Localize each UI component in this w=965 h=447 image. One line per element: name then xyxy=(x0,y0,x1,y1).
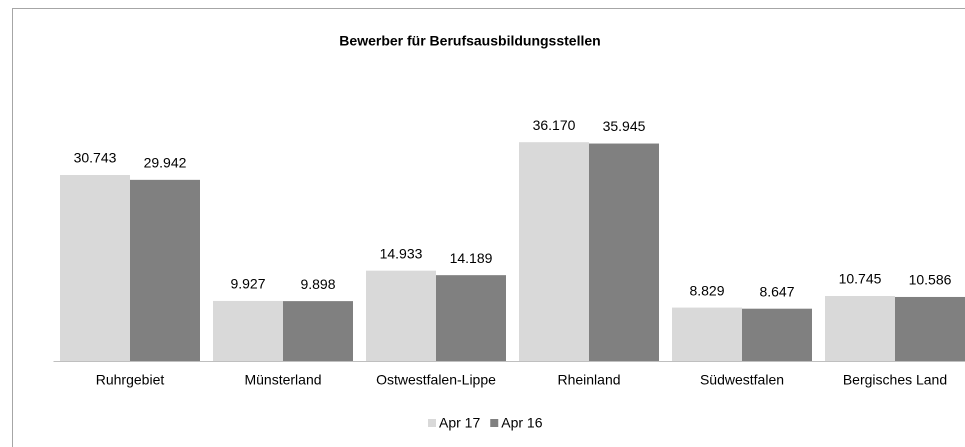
bar xyxy=(60,175,130,361)
legend-label: Apr 16 xyxy=(501,415,542,431)
bar xyxy=(519,142,589,361)
x-tick-label: Ruhrgebiet xyxy=(96,372,165,388)
chart-title: Bewerber für Berufsausbildungsstellen xyxy=(339,33,600,49)
x-tick-label: Münsterland xyxy=(244,372,321,388)
bar xyxy=(130,179,200,361)
data-label: 10.745 xyxy=(839,271,882,287)
data-label: 14.933 xyxy=(380,245,423,261)
legend-swatch xyxy=(490,419,499,427)
bar xyxy=(895,296,965,361)
bar xyxy=(672,307,742,361)
data-label: 30.743 xyxy=(74,150,117,166)
bar xyxy=(436,275,506,361)
x-tick-label: Ostwestfalen-Lippe xyxy=(376,372,496,388)
data-label: 8.647 xyxy=(759,283,794,299)
data-label: 35.945 xyxy=(603,118,646,134)
bar xyxy=(589,143,659,361)
data-label: 14.189 xyxy=(450,250,493,266)
legend-swatch xyxy=(428,419,436,427)
bar xyxy=(213,300,283,361)
bar xyxy=(742,308,812,361)
data-label: 9.898 xyxy=(300,276,335,292)
data-label: 9.927 xyxy=(230,276,265,292)
data-label: 29.942 xyxy=(144,155,187,171)
legend-label: Apr 17 xyxy=(439,415,480,431)
bar xyxy=(825,295,895,361)
bar xyxy=(366,270,436,361)
data-label: 10.586 xyxy=(909,272,952,288)
bar xyxy=(283,301,353,361)
x-tick-label: Rheinland xyxy=(557,372,620,388)
x-tick-label: Bergisches Land xyxy=(843,372,947,388)
x-tick-label: Südwestfalen xyxy=(700,372,784,388)
data-label: 36.170 xyxy=(533,117,576,133)
data-label: 8.829 xyxy=(689,282,724,298)
